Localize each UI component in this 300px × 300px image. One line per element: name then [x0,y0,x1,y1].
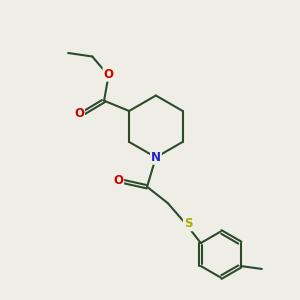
Text: N: N [151,151,161,164]
Text: S: S [184,218,192,230]
Text: O: O [103,68,113,81]
Text: O: O [113,174,123,188]
Text: O: O [74,107,84,120]
